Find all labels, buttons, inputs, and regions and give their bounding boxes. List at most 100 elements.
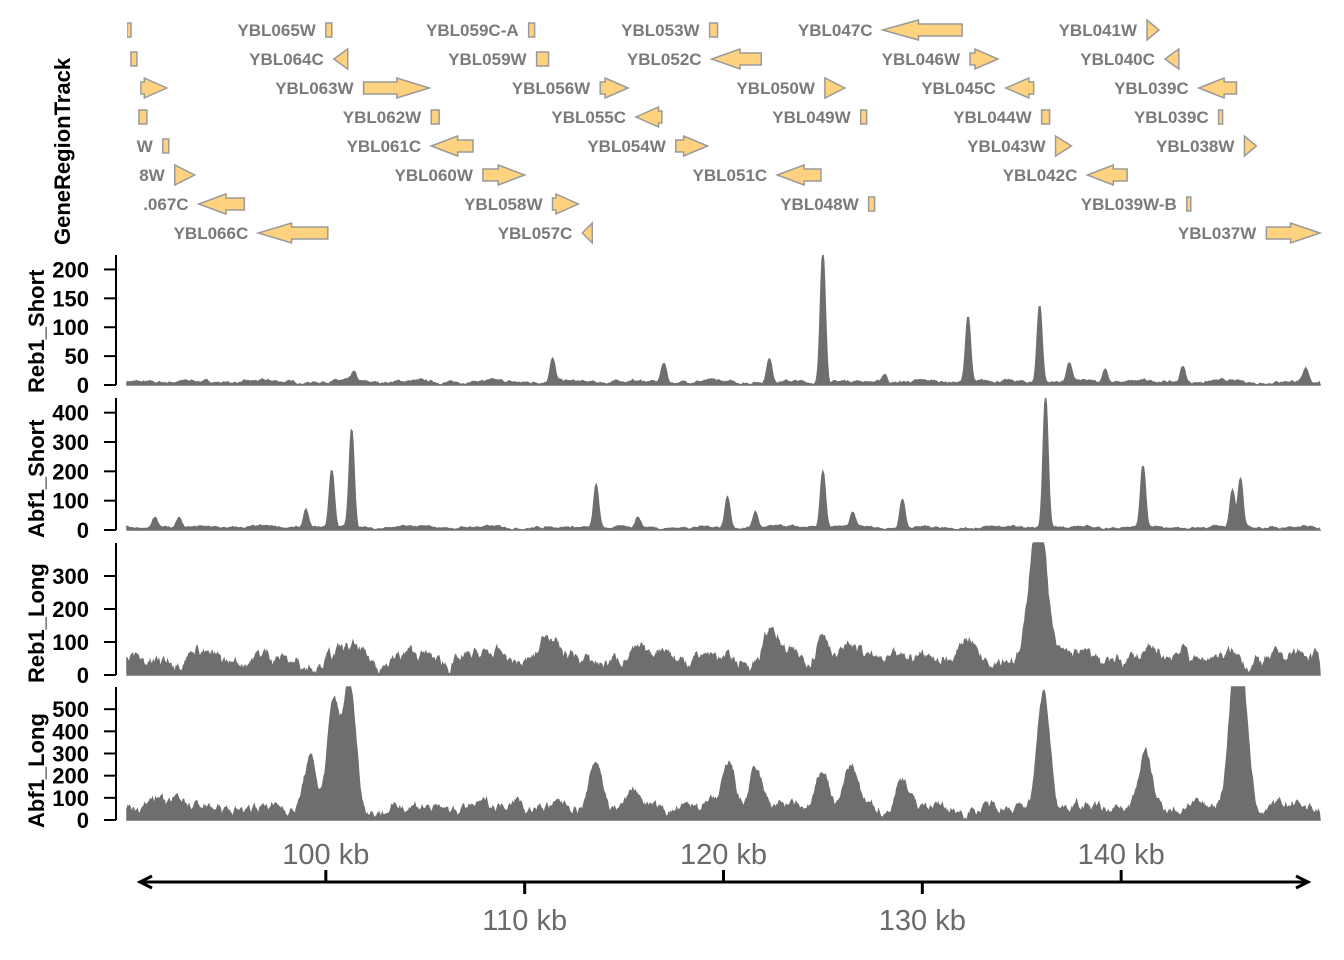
track-title: Reb1_Long xyxy=(24,563,49,683)
gene-feature: .067C xyxy=(143,192,246,216)
gene-label: YBL050W xyxy=(736,79,815,98)
gene-label: YBL042C xyxy=(1003,166,1078,185)
gene-box xyxy=(867,196,876,212)
gene-label: YBL060W xyxy=(394,166,473,185)
signal-area xyxy=(126,254,1321,386)
gene-feature: YBL060W xyxy=(394,163,527,187)
gene-label: YBL062W xyxy=(343,108,422,127)
y-tick-label: 200 xyxy=(52,257,89,282)
gene-arrow-left-icon xyxy=(1196,76,1238,100)
x-tick-label: 100 kb xyxy=(282,839,369,871)
gene-feature: YBL056W xyxy=(512,76,630,100)
y-tick-label: 100 xyxy=(52,315,89,340)
gene-arrow-left-icon xyxy=(1085,163,1128,187)
x-tick-label: 110 kb xyxy=(482,905,567,937)
y-tick-label: 50 xyxy=(65,344,89,369)
gene-box xyxy=(859,109,868,125)
gene-arrow-right-icon xyxy=(1054,134,1073,158)
x-tick-label: 130 kb xyxy=(879,905,966,937)
gene-label: YBL045C xyxy=(921,79,996,98)
gene-label: YBL053W xyxy=(621,21,700,40)
gene-label: YBL049W xyxy=(772,108,851,127)
gene-label: YBL051C xyxy=(693,166,768,185)
gene-arrow-left-icon xyxy=(709,47,763,71)
gene-feature xyxy=(130,51,138,67)
gene-label: YBL055C xyxy=(551,108,626,127)
gene-box xyxy=(1040,109,1051,125)
gene-feature: YBL038W xyxy=(1156,134,1258,158)
gene-feature: YBL045C xyxy=(921,76,1035,100)
y-tick-label: 150 xyxy=(52,286,89,311)
gene-arrow-right-icon xyxy=(173,163,197,187)
signal-area xyxy=(126,397,1322,531)
gene-label: YBL059C-A xyxy=(426,21,519,40)
gene-feature: YBL066C xyxy=(174,221,329,245)
gene-feature: YBL059W xyxy=(448,50,550,69)
gene-arrow-right-icon xyxy=(824,76,847,100)
y-tick-label: 0 xyxy=(77,663,89,688)
gene-feature: YBL062W xyxy=(343,108,440,127)
gene-box xyxy=(138,109,148,125)
gene-arrow-right-icon xyxy=(1146,18,1161,42)
gene-feature: YBL057C xyxy=(498,221,594,245)
y-tick-label: 100 xyxy=(52,489,89,514)
gene-feature xyxy=(138,109,148,125)
gene-label: YBL046W xyxy=(882,50,961,69)
gene-label: YBL058W xyxy=(464,195,543,214)
gene-feature: YBL055C xyxy=(551,105,663,129)
gene-label: YBL061C xyxy=(347,137,422,156)
gene-track-title: GeneRegionTrack xyxy=(50,57,75,245)
gene-label: 8W xyxy=(139,166,165,185)
gene-box xyxy=(325,22,333,38)
gene-feature: YBL058W xyxy=(464,192,581,216)
gene-feature: YBL063W xyxy=(275,76,432,100)
gene-label: YBL044W xyxy=(953,108,1032,127)
y-tick-label: 300 xyxy=(52,564,89,589)
gene-box xyxy=(535,51,550,67)
gene-feature: YBL043W xyxy=(967,134,1073,158)
gene-region-track: YBL065W YBL059C-A YBL053W YBL047C YBL041W YBL… xyxy=(0,0,1323,248)
gene-arrow-right-icon xyxy=(599,76,630,100)
gene-arrow-right-icon xyxy=(675,134,710,158)
gene-feature xyxy=(140,76,169,100)
gene-arrow-right-icon xyxy=(140,76,169,100)
gene-arrow-left-icon xyxy=(255,221,329,245)
data-tracks: 050100150200Reb1_Short0100200300400Abf1_… xyxy=(24,254,1322,833)
gene-label: YBL054W xyxy=(587,137,666,156)
gene-feature: YBL051C xyxy=(693,163,822,187)
gene-feature: YBL061C xyxy=(347,134,474,158)
gene-arrow-left-icon xyxy=(879,19,963,41)
x-tick-label: 120 kb xyxy=(680,839,767,871)
gene-arrow-left-icon xyxy=(634,105,663,129)
gene-feature: YBL039C xyxy=(1114,76,1238,100)
gene-box xyxy=(1186,196,1192,212)
gene-box xyxy=(1217,109,1224,125)
gene-feature: YBL050W xyxy=(736,76,847,100)
gene-feature: YBL041W xyxy=(1059,18,1161,42)
y-tick-label: 0 xyxy=(77,373,89,398)
gene-arrow-left-icon xyxy=(775,163,822,187)
track-title: Abf1_Long xyxy=(24,713,49,828)
gene-label: YBL056W xyxy=(512,79,591,98)
gene-arrow-left-icon xyxy=(429,134,474,158)
gene-feature: YBL064C xyxy=(249,47,349,71)
y-tick-label: 200 xyxy=(52,597,89,622)
gene-label: YBL059W xyxy=(448,50,527,69)
gene-arrow-left-icon xyxy=(196,192,246,216)
genome-axis: 100 kb 120 kb 140 kb 110 kb 130 kb xyxy=(136,839,1312,937)
y-tick-label: 0 xyxy=(77,518,89,543)
gene-label: YBL043W xyxy=(967,137,1046,156)
gene-box xyxy=(162,138,170,154)
y-tick-label: 300 xyxy=(52,430,89,455)
gene-feature: YBL047C xyxy=(798,19,963,41)
gene-arrow-right-icon xyxy=(551,192,581,216)
gene-feature: YBL052C xyxy=(627,47,763,71)
gene-label: YBL041W xyxy=(1059,21,1138,40)
gene-label: YBL057C xyxy=(498,224,573,243)
gene-arrow-left-icon xyxy=(1003,76,1035,100)
